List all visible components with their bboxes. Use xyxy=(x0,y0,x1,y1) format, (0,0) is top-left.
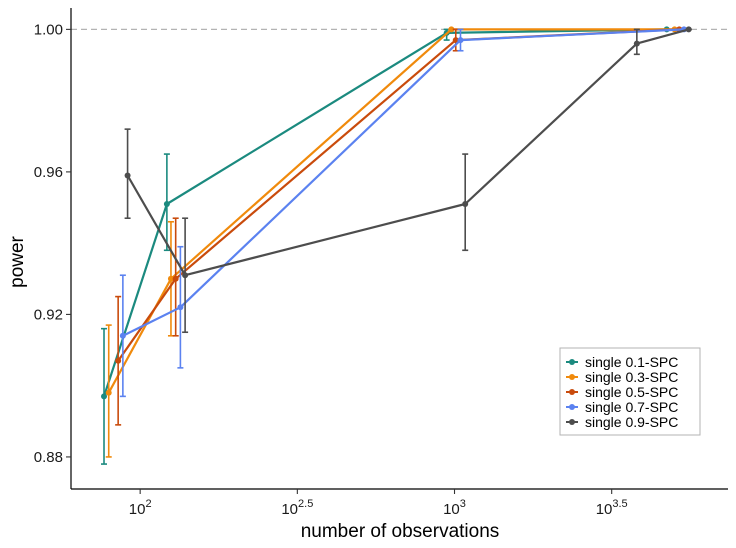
y-tick-label: 0.88 xyxy=(34,449,63,466)
y-tick-label: 1.00 xyxy=(34,21,63,38)
series-line xyxy=(102,28,667,397)
legend-label: single 0.9-SPC xyxy=(585,414,678,430)
series-1 xyxy=(101,26,670,465)
data-point xyxy=(119,332,126,339)
legend-box xyxy=(559,347,701,436)
legend-label: single 0.1-SPC xyxy=(585,354,678,370)
data-point xyxy=(124,172,131,179)
x-tick-label: 102.5 xyxy=(281,498,313,518)
data-point xyxy=(182,272,189,279)
legend-label: single 0.7-SPC xyxy=(585,399,678,415)
axes: 0.88 0.92 0.96 1.00 102 102.5 103 103.5 xyxy=(34,8,728,518)
data-point xyxy=(105,389,112,396)
data-point xyxy=(462,200,469,207)
legend-label: single 0.3-SPC xyxy=(585,369,678,385)
data-point xyxy=(452,37,459,44)
x-tick-label: 103.5 xyxy=(596,498,628,518)
x-tick-label: 102 xyxy=(129,498,152,518)
data-point xyxy=(172,275,179,282)
x-tick-label: 103 xyxy=(443,498,466,518)
data-point xyxy=(685,26,692,33)
data-point xyxy=(167,275,174,282)
data-point xyxy=(457,37,464,44)
data-point xyxy=(633,40,640,47)
data-point xyxy=(163,200,170,207)
series-5 xyxy=(124,26,692,334)
legend-key-point xyxy=(569,389,575,395)
series-layer xyxy=(101,26,692,465)
x-axis-title: number of observations xyxy=(301,521,500,542)
legend-key-point xyxy=(569,374,575,380)
data-point xyxy=(177,304,184,311)
legend-key-point xyxy=(569,359,575,365)
series-line xyxy=(126,28,689,277)
legend-label: single 0.5-SPC xyxy=(585,384,678,400)
legend-key-point xyxy=(569,419,575,425)
y-axis-title: power xyxy=(7,235,28,287)
legend-key-point xyxy=(569,404,575,410)
data-point xyxy=(448,26,455,33)
series-line xyxy=(107,28,675,394)
series-line xyxy=(117,28,680,362)
data-point xyxy=(115,357,122,364)
y-tick-label: 0.96 xyxy=(34,164,63,181)
data-point xyxy=(101,393,108,400)
series-4 xyxy=(119,26,687,398)
y-tick-label: 0.92 xyxy=(34,306,63,323)
series-line xyxy=(122,28,685,337)
